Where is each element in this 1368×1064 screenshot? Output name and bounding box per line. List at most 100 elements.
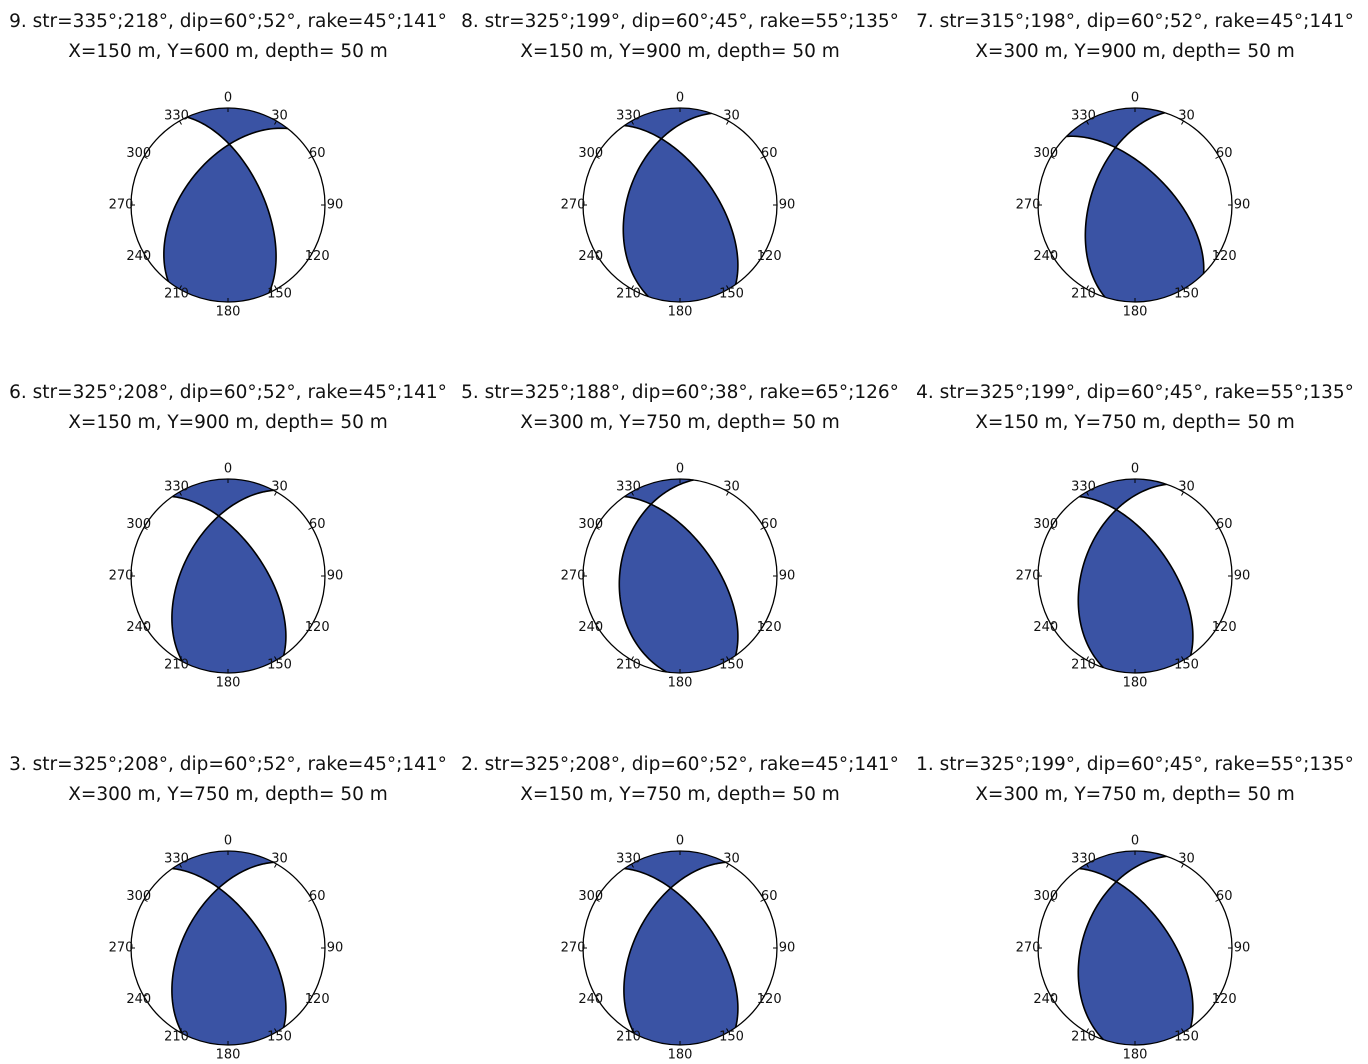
azimuth-label: 90 (1234, 941, 1251, 956)
azimuth-label: 330 (164, 108, 189, 123)
azimuth-tick (760, 251, 765, 254)
azimuth-label: 180 (668, 1048, 693, 1063)
nodal-plane (624, 495, 739, 656)
azimuth-label: 330 (1071, 851, 1096, 866)
azimuth-tick (726, 863, 729, 868)
azimuth-label: 180 (1123, 676, 1148, 691)
azimuth-label: 120 (1212, 620, 1237, 635)
azimuth-label: 300 (578, 517, 603, 532)
azimuth-label: 270 (109, 941, 134, 956)
azimuth-label: 180 (1123, 1048, 1148, 1063)
azimuth-label: 330 (616, 108, 641, 123)
azimuth-label: 210 (1071, 287, 1096, 302)
azimuth-label: 240 (126, 992, 151, 1007)
azimuth-tick (726, 491, 729, 496)
azimuth-tick (631, 491, 634, 496)
azimuth-tick (308, 899, 313, 902)
azimuth-tick (1181, 1028, 1184, 1033)
azimuth-tick (726, 120, 729, 125)
nodal-plane (1077, 483, 1167, 669)
azimuth-tick (308, 622, 313, 625)
azimuth-label: 210 (616, 287, 641, 302)
panel-location: X=150 m, Y=750 m, depth= 50 m (975, 412, 1295, 433)
azimuth-label: 120 (757, 249, 782, 264)
azimuth-tick (1050, 251, 1055, 254)
nodal-plane (1077, 855, 1167, 1041)
azimuth-label: 300 (578, 146, 603, 161)
azimuth-tick (308, 156, 313, 159)
azimuth-tick (274, 285, 277, 290)
panel-location: X=150 m, Y=600 m, depth= 50 m (68, 41, 388, 62)
azimuth-tick (595, 251, 600, 254)
azimuth-label: 60 (1216, 889, 1233, 904)
azimuth-tick (595, 622, 600, 625)
azimuth-tick (179, 1028, 182, 1033)
azimuth-label: 300 (126, 517, 151, 532)
panel-title: 8. str=325°;199°, dip=60°;45°, rake=55°;… (461, 11, 899, 32)
nodal-plane (624, 124, 739, 285)
azimuth-tick (760, 156, 765, 159)
azimuth-label: 240 (578, 620, 603, 635)
azimuth-label: 150 (1174, 1030, 1199, 1045)
azimuth-label: 150 (719, 287, 744, 302)
azimuth-label: 210 (1071, 1030, 1096, 1045)
azimuth-label: 90 (1234, 569, 1251, 584)
compressional-quadrant (622, 125, 738, 302)
nodal-plane (172, 867, 287, 1028)
azimuth-label: 30 (271, 851, 288, 866)
nodal-plane (623, 861, 726, 1035)
azimuth-tick (631, 120, 634, 125)
azimuth-label: 90 (327, 569, 344, 584)
azimuth-label: 120 (757, 992, 782, 1007)
panel-title: 6. str=325°;208°, dip=60°;52°, rake=45°;… (9, 382, 447, 403)
azimuth-label: 60 (309, 146, 326, 161)
panel-title: 9. str=335°;218°, dip=60°;52°, rake=45°;… (9, 11, 447, 32)
azimuth-tick (726, 656, 729, 661)
azimuth-label: 30 (723, 108, 740, 123)
azimuth-label: 210 (1071, 658, 1096, 673)
azimuth-tick (1050, 994, 1055, 997)
azimuth-label: 90 (779, 569, 796, 584)
azimuth-tick (1086, 656, 1089, 661)
azimuth-label: 180 (216, 305, 241, 320)
azimuth-label: 120 (305, 249, 330, 264)
azimuth-label: 210 (164, 287, 189, 302)
azimuth-label: 270 (561, 941, 586, 956)
azimuth-tick (1215, 251, 1220, 254)
azimuth-label: 300 (126, 146, 151, 161)
azimuth-tick (760, 899, 765, 902)
azimuth-tick (595, 527, 600, 530)
azimuth-label: 30 (271, 108, 288, 123)
compressional-quadrant (623, 868, 738, 1045)
nodal-plane (1079, 867, 1194, 1028)
azimuth-label: 180 (216, 676, 241, 691)
azimuth-label: 270 (1016, 198, 1041, 213)
azimuth-tick (179, 863, 182, 868)
azimuth-label: 330 (1071, 108, 1096, 123)
panel-title: 1. str=325°;199°, dip=60°;45°, rake=55°;… (916, 754, 1354, 775)
azimuth-label: 120 (305, 992, 330, 1007)
nodal-plane (172, 495, 287, 656)
azimuth-tick (179, 656, 182, 661)
azimuth-tick (274, 120, 277, 125)
panel-location: X=300 m, Y=900 m, depth= 50 m (975, 41, 1295, 62)
azimuth-label: 30 (723, 851, 740, 866)
azimuth-tick (631, 656, 634, 661)
azimuth-tick (1215, 622, 1220, 625)
azimuth-tick (1181, 285, 1184, 290)
azimuth-label: 210 (616, 658, 641, 673)
azimuth-label: 30 (271, 479, 288, 494)
nodal-plane (186, 116, 277, 294)
panel-title: 3. str=325°;208°, dip=60°;52°, rake=45°;… (9, 754, 447, 775)
azimuth-label: 60 (309, 889, 326, 904)
azimuth-tick (179, 285, 182, 290)
azimuth-tick (760, 994, 765, 997)
azimuth-label: 60 (309, 517, 326, 532)
azimuth-label: 240 (1033, 620, 1058, 635)
azimuth-label: 300 (1033, 517, 1058, 532)
azimuth-label: 0 (676, 462, 684, 477)
panel-title: 2. str=325°;208°, dip=60°;52°, rake=45°;… (461, 754, 899, 775)
panel-location: X=150 m, Y=900 m, depth= 50 m (68, 412, 388, 433)
azimuth-tick (1181, 863, 1184, 868)
azimuth-label: 150 (719, 1030, 744, 1045)
